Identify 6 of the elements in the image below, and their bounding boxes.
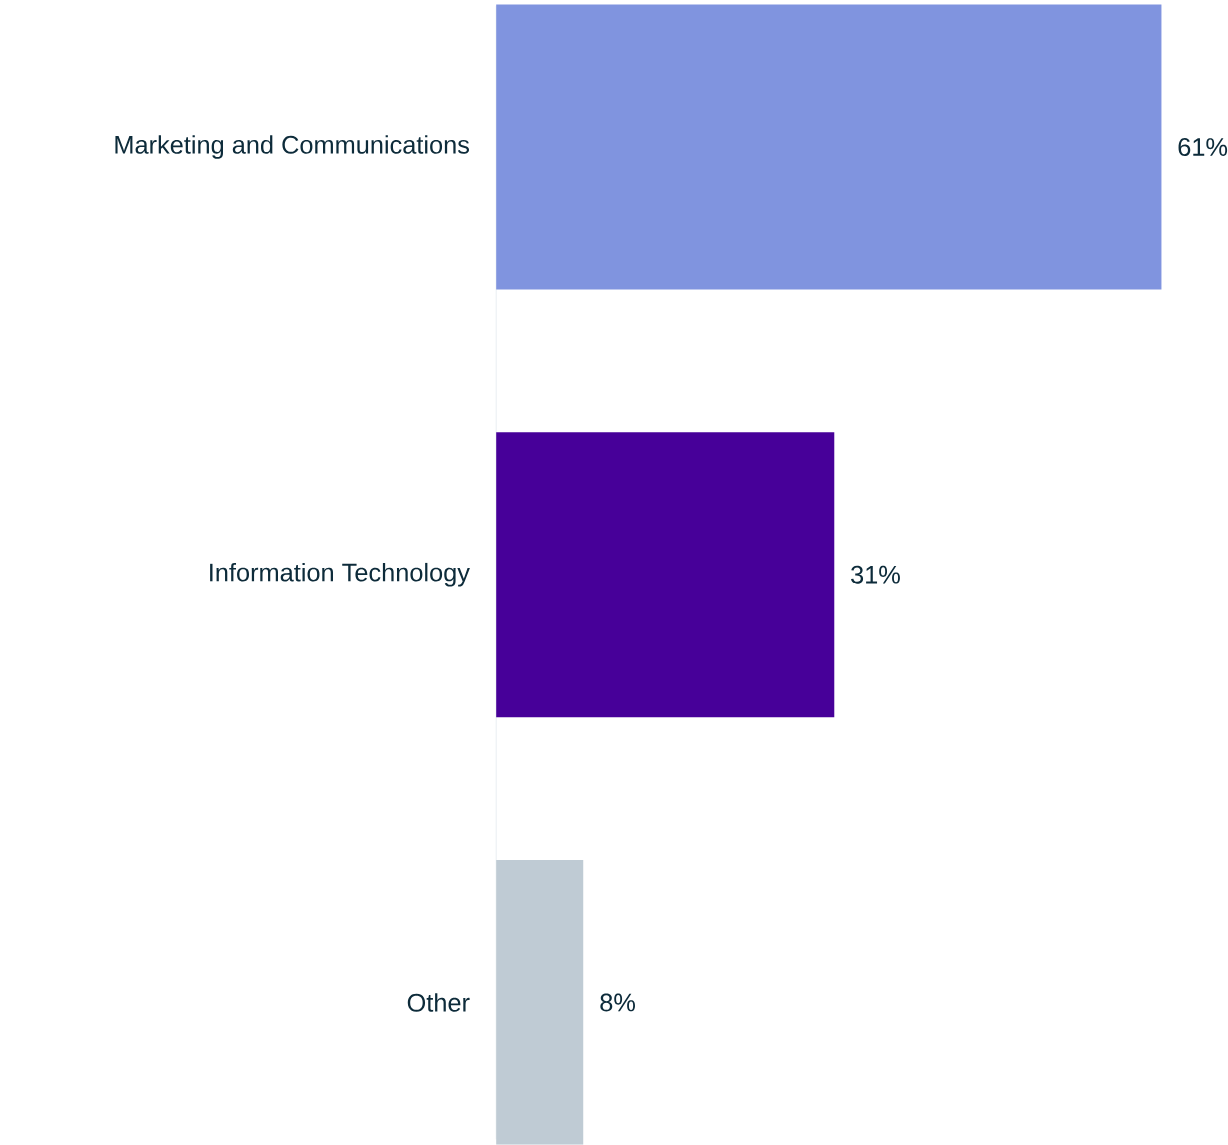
y-tick-label: Marketing and Communications bbox=[115, 135, 469, 159]
data-label: 31% bbox=[851, 565, 900, 584]
data-label: 8% bbox=[600, 993, 635, 1012]
data-label: 61% bbox=[1178, 138, 1228, 157]
y-tick-label: Information Technology bbox=[210, 562, 470, 587]
y-tick-label: Other bbox=[407, 993, 470, 1012]
